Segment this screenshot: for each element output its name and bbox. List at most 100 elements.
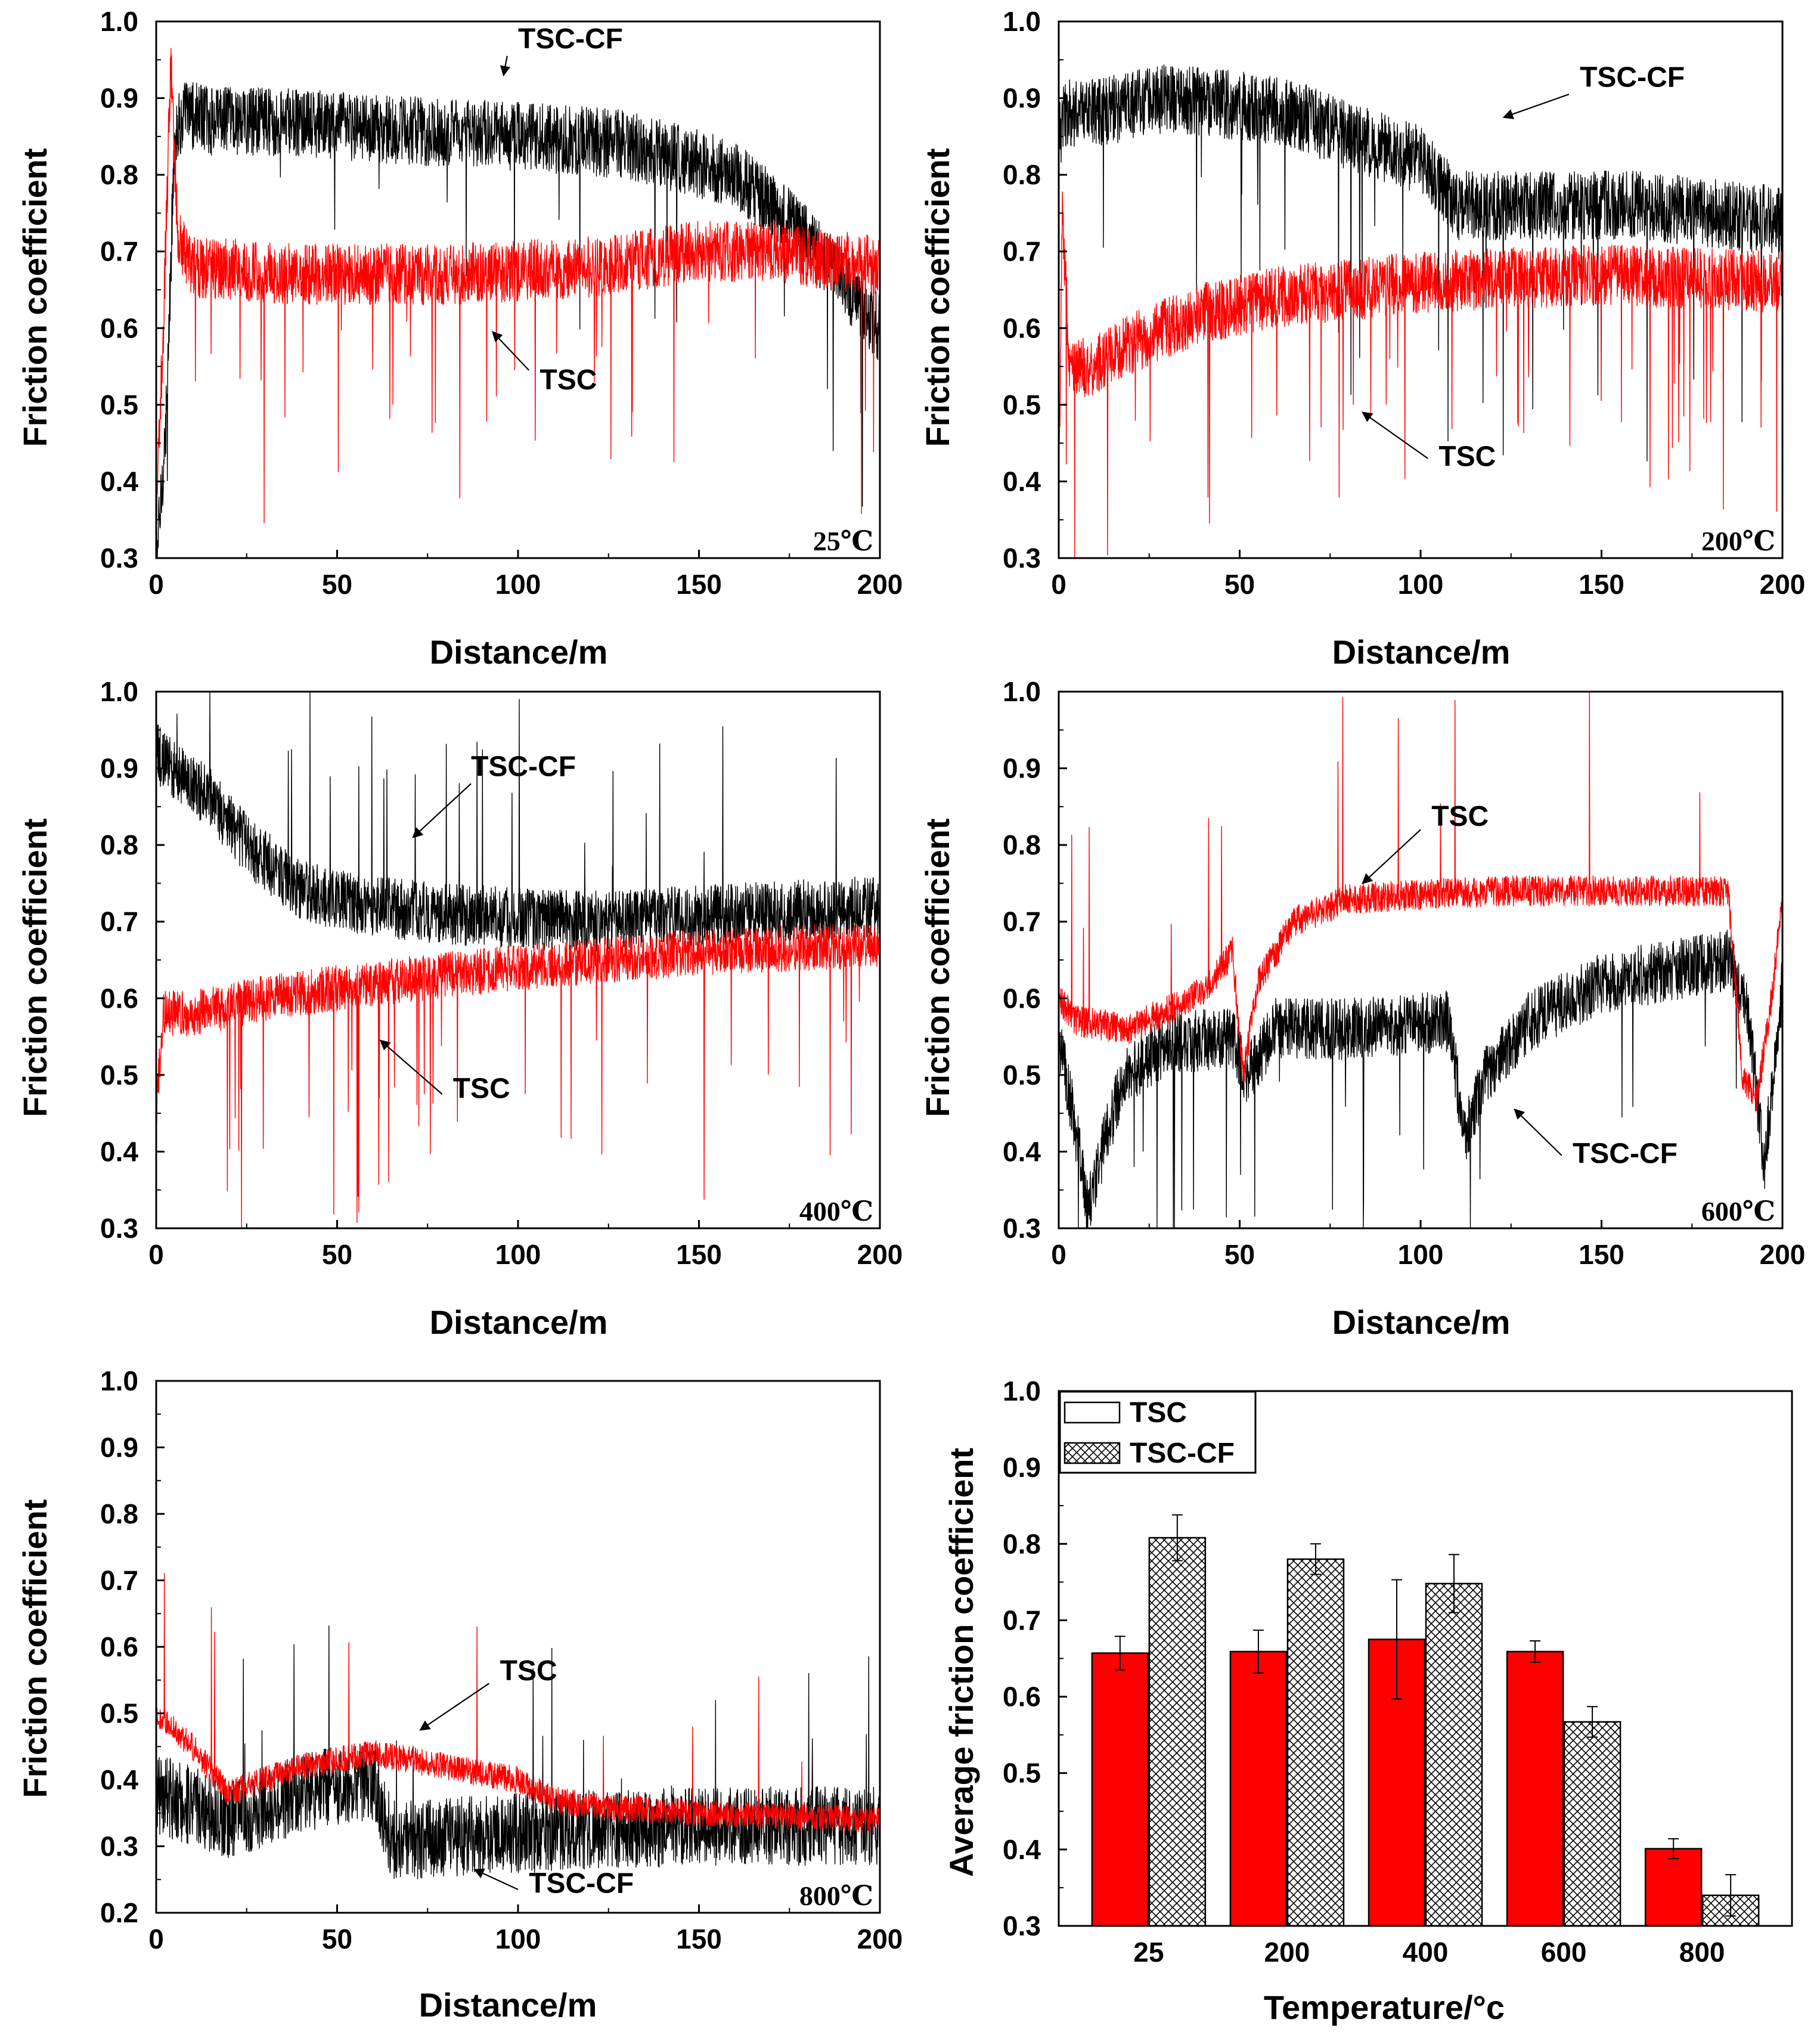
bar-tsc [1506,1650,1564,1927]
y-tick-label: 0.4 [1003,1834,1041,1865]
legend-label-tsc-cf: TSC-CF [1130,1438,1235,1469]
x-tick-label: 200 [857,1924,903,1955]
panel-average-bar: 25 200 400 600 800 0.3 0.4 0.5 0.6 0.7 0.8 0.9 1.0 A… [942,1376,1793,2026]
y-tick-label: 0.7 [100,1565,138,1596]
x-tick-label: 50 [1224,1239,1255,1270]
annotation-arrow [379,1039,443,1095]
temperature-label-600c: 600℃ [1701,1196,1775,1226]
annotation-label: TSC-CF [518,23,623,55]
y-tick-label: 0.9 [100,753,138,784]
y-axis-title-600c: Friction coefficient [919,819,956,1117]
series-tsc-cf-line [156,82,880,559]
y-tick-label: 0.7 [1003,906,1041,937]
y-tick-label: 0.7 [100,906,138,937]
legend-swatch-tsc-cf [1064,1442,1121,1464]
plot-area-600c: TSC TSC-CF 0.3 0.4 0.5 0.6 0.7 0.8 0.9 1.0 0 50 100 1… [1003,676,1805,1270]
y-tick-label: 0.9 [1003,1452,1041,1483]
legend-swatch-tsc [1064,1401,1121,1424]
x-tick-label: 0 [148,569,164,600]
y-tick-label: 0.9 [1003,753,1041,784]
y-tick-label: 0.5 [1003,1060,1041,1091]
panel-25c: TSC-CF TSC 0.3 0.4 0.5 0.6 0.7 0.8 0.9 1.0 0 50 100 1… [16,6,903,671]
y-tick-label: 0.3 [100,1213,138,1244]
plot-area-200c: TSC-CF TSC 0.3 0.4 0.5 0.6 0.7 0.8 0.9 1.0 0 50 100 1… [1003,6,1805,600]
x-tick-label: 50 [1224,569,1255,600]
series-tsc-line [156,1572,880,1833]
panel-200c: TSC-CF TSC 0.3 0.4 0.5 0.6 0.7 0.8 0.9 1.0 0 50 100 1… [919,6,1805,671]
annotation-arrow [1514,1108,1562,1156]
x-tick-label: 100 [1398,1239,1444,1270]
x-tick-label: 400 [1403,1937,1449,1968]
bar-tsc-cf [1425,1582,1483,1927]
y-tick-label: 0.6 [1003,312,1041,343]
temperature-label-25c: 25℃ [813,526,873,556]
y-tick-label: 0.4 [1003,466,1041,497]
x-axis-title-400c: Distance/m [430,1303,608,1341]
y-tick-label: 0.8 [100,1498,138,1529]
y-tick-label: 0.5 [1003,1758,1041,1789]
x-tick-label: 100 [1398,569,1444,600]
y-axis-title-200c: Friction coefficient [919,148,956,447]
legend-label-tsc: TSC [1130,1397,1187,1429]
annotation-arrow [500,55,511,77]
series-tsc-line [1058,191,1783,559]
x-tick-label: 200 [1760,1239,1806,1270]
y-tick-label: 0.9 [100,83,138,114]
y-tick-label: 0.8 [1003,159,1041,190]
y-tick-label: 0.6 [100,312,138,343]
y-tick-label: 0.8 [100,159,138,190]
y-tick-label: 0.5 [100,1060,138,1091]
plot-area-800c: TSC TSC-CF 0.2 0.3 0.4 0.5 0.6 0.7 0.8 0.9 1.0 0 50 1… [100,1365,903,1955]
x-tick-label: 200 [1760,569,1806,600]
plot-area-400c: TSC-CF TSC 0.3 0.4 0.5 0.6 0.7 0.8 0.9 1.0 0 50 100 1… [100,676,903,1270]
annotation-label: TSC-CF [529,1868,634,1900]
annotation-arrow [1362,829,1421,884]
y-tick-label: 0.4 [100,1764,138,1795]
y-tick-label: 0.8 [1003,829,1041,860]
y-tick-label: 0.3 [1003,1910,1041,1941]
series-tsc-line [1058,691,1783,1113]
x-tick-label: 200 [857,569,903,600]
y-tick-label: 0.9 [100,1432,138,1463]
y-tick-label: 0.6 [100,983,138,1014]
annotation-label: TSC [453,1073,510,1104]
bar-tsc-cf [1563,1721,1621,1927]
x-tick-label: 800 [1679,1937,1725,1968]
plot-area-bar: 25 200 400 600 800 0.3 0.4 0.5 0.6 0.7 0.8 0.9 1.0 [1003,1376,1793,1968]
x-tick-label: 0 [1051,569,1066,600]
panel-400c: TSC-CF TSC 0.3 0.4 0.5 0.6 0.7 0.8 0.9 1.0 0 50 100 1… [16,676,903,1341]
annotation-arrow [1362,411,1428,459]
series-tsc-line [156,48,880,528]
x-tick-label: 100 [495,1239,541,1270]
series-tsc-cf-line [1058,64,1783,461]
x-axis-title-25c: Distance/m [430,633,608,671]
annotation-label: TSC [540,364,597,396]
temperature-label-800c: 800℃ [799,1881,873,1911]
y-tick-label: 0.3 [100,543,138,574]
annotation-arrow [412,783,472,838]
annotation-label: TSC [500,1655,557,1687]
y-tick-label: 1.0 [100,6,138,37]
x-tick-label: 100 [495,1924,541,1955]
x-tick-label: 25 [1133,1937,1164,1968]
panel-800c: TSC TSC-CF 0.2 0.3 0.4 0.5 0.6 0.7 0.8 0.9 1.0 0 50 1… [16,1365,903,2024]
x-tick-label: 0 [148,1924,164,1955]
x-axis-title-bar: Temperature/°c [1264,1988,1505,2026]
temperature-label-200c: 200℃ [1701,526,1775,556]
x-tick-label: 0 [148,1239,164,1270]
y-tick-label: 0.6 [100,1631,138,1662]
bar-tsc [1644,1848,1703,1927]
annotation-label: TSC-CF [1573,1138,1678,1170]
x-tick-label: 150 [676,1924,722,1955]
y-tick-label: 0.9 [1003,83,1041,114]
y-tick-label: 1.0 [1003,6,1041,37]
x-tick-label: 0 [1051,1239,1066,1270]
y-tick-label: 0.7 [1003,1605,1041,1636]
y-tick-label: 0.2 [100,1897,138,1928]
y-tick-label: 0.5 [100,1698,138,1729]
x-tick-label: 100 [495,569,541,600]
y-tick-label: 0.8 [1003,1528,1041,1559]
x-tick-label: 150 [676,1239,722,1270]
temperature-label-400c: 400℃ [799,1196,873,1226]
